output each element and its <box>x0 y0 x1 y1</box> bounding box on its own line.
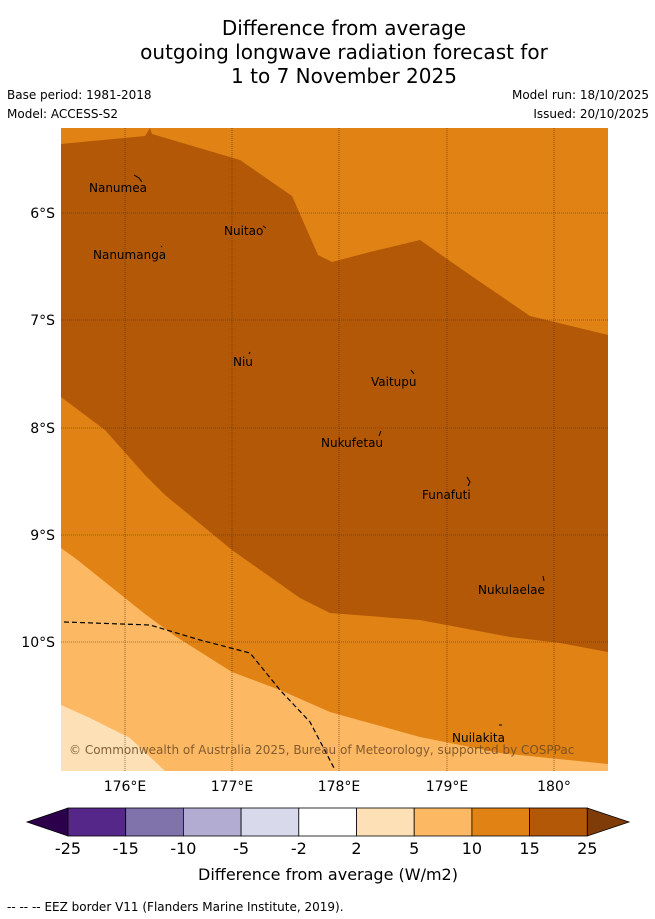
place-label-nanumea: Nanumea <box>89 181 147 195</box>
lat-label-9s: 9°S <box>30 528 55 544</box>
niu-island-icon <box>248 351 251 355</box>
longitude-labels: 176°E 177°E 178°E 179°E 180° <box>104 779 571 795</box>
chart-title: Difference from average outgoing longwav… <box>0 16 655 88</box>
colorbar-tick-label: -5 <box>233 839 249 858</box>
place-label-nanumanga: Nanumanga <box>93 248 166 262</box>
region-5-to-10 <box>61 548 608 771</box>
title-line-3: 1 to 7 November 2025 <box>231 64 457 88</box>
model-run: Model run: 18/10/2025 <box>511 88 649 102</box>
lon-label-179e: 179°E <box>426 779 469 795</box>
region-15-to-25 <box>61 128 608 652</box>
colorbar-tick-label: 15 <box>519 839 539 858</box>
island-outlines <box>133 174 545 726</box>
place-label-niu: Niu <box>233 355 253 369</box>
model-name: Model: ACCESS-S2 <box>7 107 119 121</box>
funafuti-island-icon <box>466 476 471 487</box>
lat-label-10s: 10°S <box>21 635 55 651</box>
lon-label-178e: 178°E <box>318 779 361 795</box>
colorbar-segment <box>413 807 473 837</box>
colorbar-extend-low <box>25 807 69 837</box>
lat-label-6s: 6°S <box>30 206 55 222</box>
lat-label-8s: 8°S <box>30 421 55 437</box>
colorbar-segment <box>529 807 588 837</box>
nanumanga-island-icon <box>160 245 163 248</box>
eez-legend-symbol: -- -- -- <box>7 900 41 914</box>
eez-legend: -- -- -- EEZ border V11 (Flanders Marine… <box>7 900 344 914</box>
place-label-vaitupu: Vaitupu <box>371 375 417 389</box>
nuitao-island-icon <box>262 225 267 229</box>
copyright-notice: © Commonwealth of Australia 2025, Bureau… <box>69 743 574 757</box>
colorbar-segment <box>471 807 530 837</box>
colorbar-segment <box>356 807 415 837</box>
title-line-2: outgoing longwave radiation forecast for <box>140 40 548 64</box>
eez-legend-text: EEZ border V11 (Flanders Marine Institut… <box>44 900 344 914</box>
eez-border <box>63 621 335 769</box>
place-label-nuitao: Nuitao <box>224 224 263 238</box>
lon-label-180: 180° <box>537 779 571 795</box>
place-label-nuilakita: Nuilakita <box>452 731 505 745</box>
colorbar-tick-label: 5 <box>409 839 419 858</box>
lat-label-7s: 7°S <box>30 313 55 329</box>
nanumea-island-icon <box>133 174 143 183</box>
colorbar-segment <box>182 807 242 837</box>
colorbar-segment <box>125 807 184 837</box>
latitude-labels: 6°S 7°S 8°S 9°S 10°S <box>21 206 55 651</box>
lon-label-176e: 176°E <box>104 779 147 795</box>
title-line-1: Difference from average <box>221 16 467 40</box>
colorbar-tick-label: 10 <box>462 839 482 858</box>
nukulaelae-island-icon <box>542 575 545 582</box>
map-plot-area: Nanumea Nuitao Nanumanga Niu Vaitupu Nuk… <box>61 128 608 771</box>
colorbar-tick-label: -15 <box>113 839 139 858</box>
colorbar-tick-label: 25 <box>577 839 597 858</box>
colorbar-segment <box>240 807 300 837</box>
colorbar-segment <box>298 807 357 837</box>
colorbar: -25 -15 -10 -5 -2 2 5 10 15 25 <box>25 807 631 858</box>
region-2-to-5 <box>61 705 165 771</box>
colorbar-tick-label: -2 <box>291 839 307 858</box>
place-label-nukufetau: Nukufetau <box>321 436 383 450</box>
nukufetau-island-icon <box>378 430 382 437</box>
vaitupu-island-icon <box>410 369 415 375</box>
place-label-nukulaelae: Nukulaelae <box>478 583 545 597</box>
colorbar-tick-label: -25 <box>55 839 81 858</box>
base-period: Base period: 1981-2018 <box>7 88 152 102</box>
lon-label-177e: 177°E <box>211 779 254 795</box>
place-labels: Nanumea Nuitao Nanumanga Niu Vaitupu Nuk… <box>89 181 545 745</box>
colorbar-tick-label: -10 <box>170 839 196 858</box>
colorbar-label: Difference from average (W/m2) <box>198 865 458 884</box>
issued-date: Issued: 20/10/2025 <box>533 107 649 121</box>
colorbar-extend-high <box>586 807 631 837</box>
colorbar-tick-label: 2 <box>351 839 361 858</box>
colorbar-segment <box>67 807 127 837</box>
place-label-funafuti: Funafuti <box>422 488 471 502</box>
